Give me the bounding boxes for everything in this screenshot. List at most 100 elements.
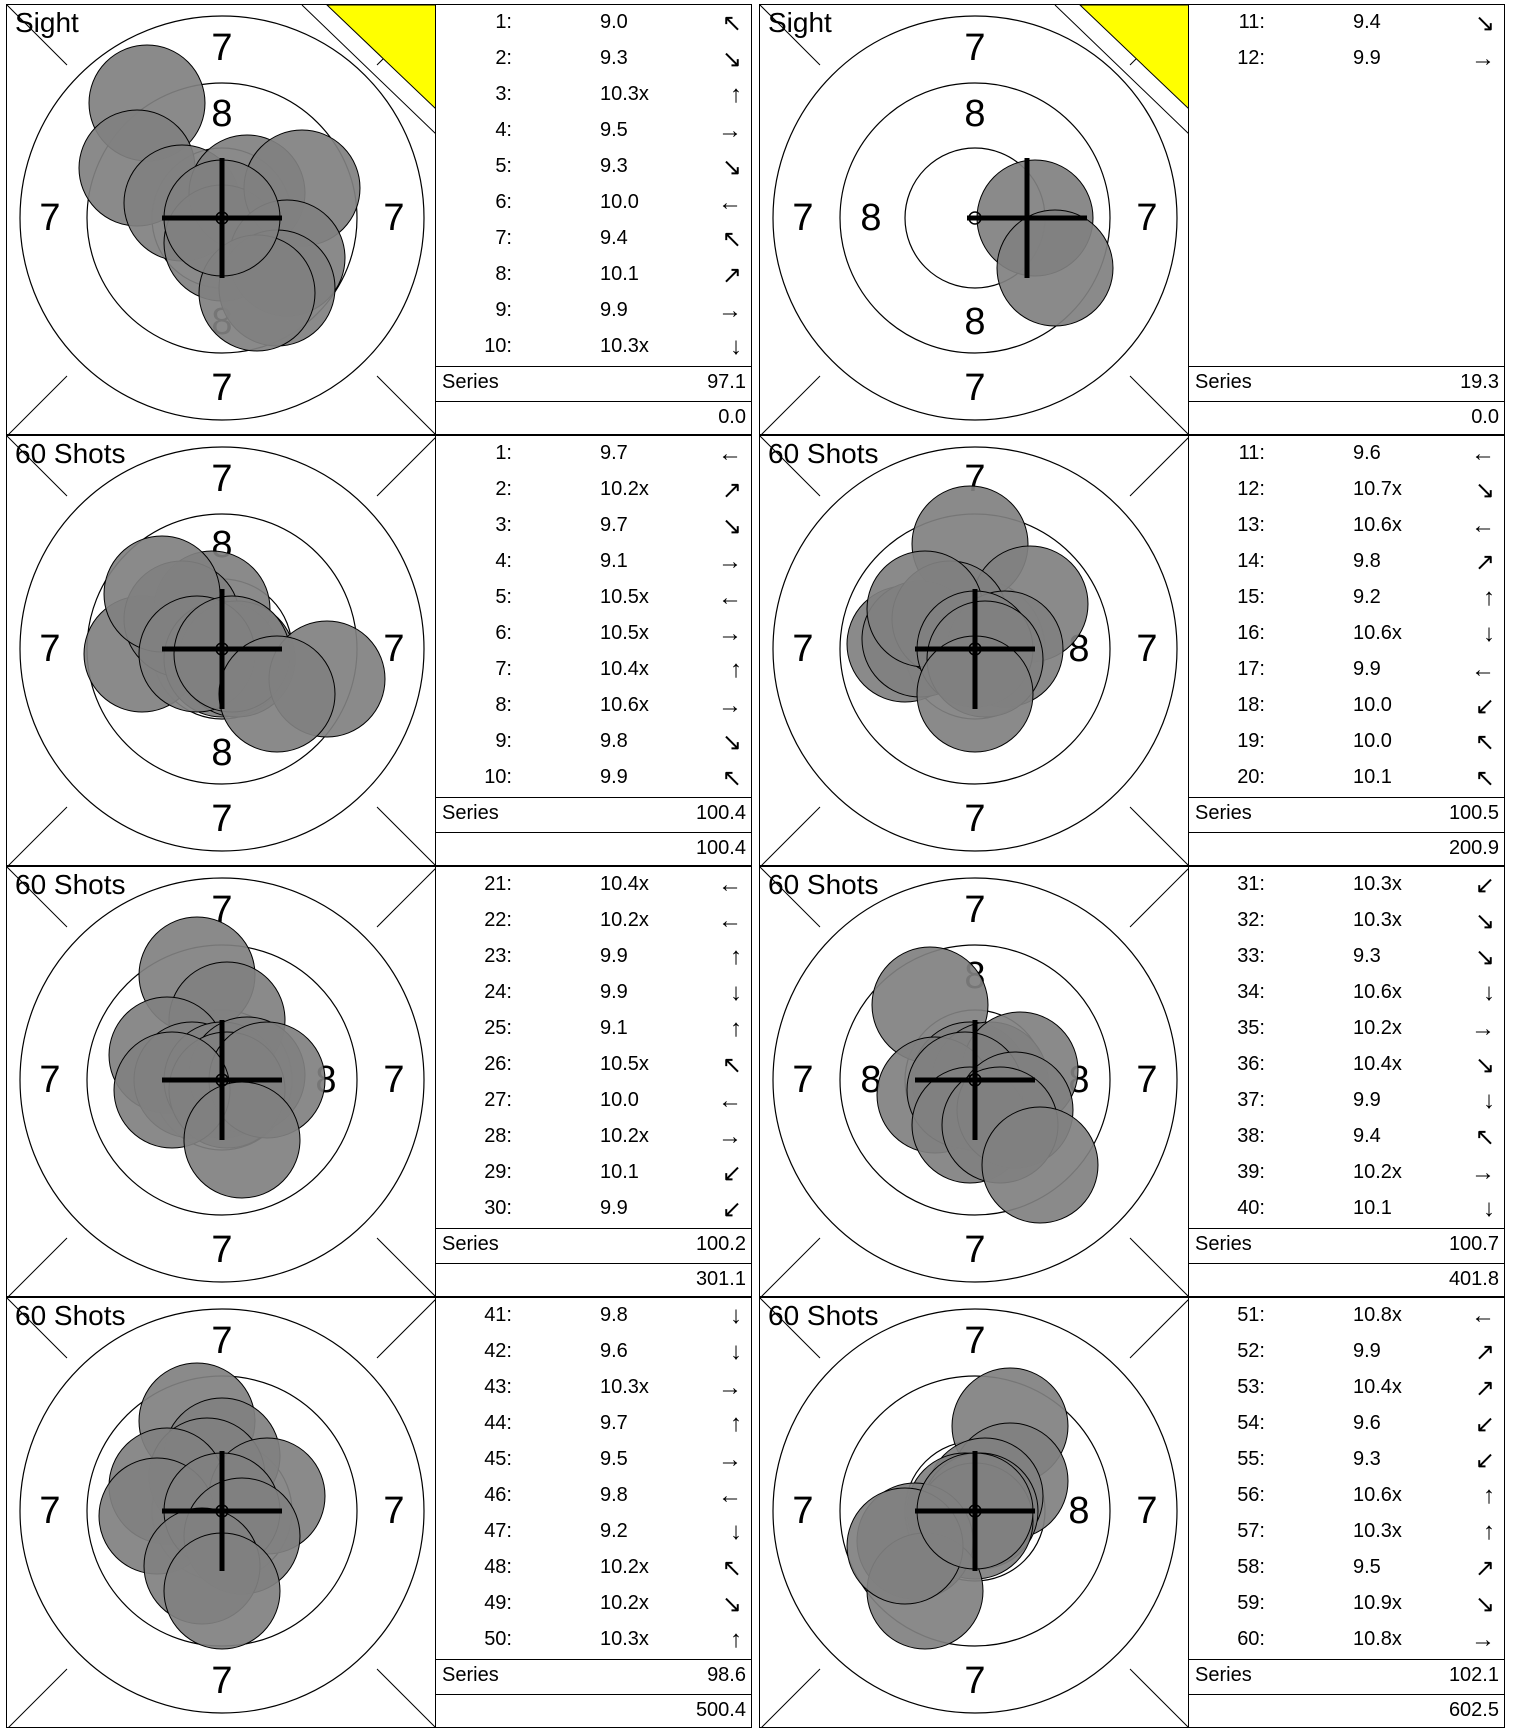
ring-number: 7	[39, 197, 60, 239]
ring-number: 7	[964, 1229, 985, 1271]
shot-number: 27:	[484, 1089, 512, 1111]
shot-value: 9.8	[600, 1304, 628, 1326]
shot-row: 3: 9.7 ↘	[436, 508, 752, 544]
series-label: Series	[442, 371, 499, 393]
shot-row: 8: 10.6x →	[436, 688, 752, 724]
shot-row: 13: 10.6x ←	[1189, 508, 1505, 544]
series-row: Series 100.4	[436, 798, 752, 832]
result-panel: 7 8 7 8 7 8 7 Sight 11: 9.4 ↘ 12: 9.9 → Series 19.3 0.0	[753, 4, 1505, 435]
target-view: 7 7 7 8 7 60 Shots	[759, 435, 1189, 866]
shot-number: 1:	[495, 442, 512, 464]
series-label: Series	[1195, 1664, 1252, 1686]
running-total: 500.4	[695, 1699, 746, 1721]
shot-number: 12:	[1237, 478, 1265, 500]
shot-direction-icon: ↖	[1474, 729, 1495, 756]
shot-number: 45:	[484, 1448, 512, 1470]
shot-value: 9.9	[1353, 1089, 1381, 1111]
score-list: 51: 10.8x ← 52: 9.9 ↗ 53: 10.4x ↗ 54: 9.6 ↙ 55: 9.3 ↙ 5…	[1189, 1297, 1505, 1728]
running-total: 301.1	[695, 1268, 746, 1290]
shot-value: 10.4x	[600, 873, 649, 895]
shot-number: 16:	[1237, 622, 1265, 644]
shot-value: 9.4	[1353, 1125, 1381, 1147]
shot-direction-icon: ↗	[1474, 1375, 1495, 1402]
shot-value: 10.3x	[600, 335, 649, 357]
series-score: 100.4	[695, 802, 746, 824]
shot-direction-icon: →	[718, 117, 742, 144]
series-label: Series	[442, 1233, 499, 1255]
shot-value: 9.9	[1353, 658, 1381, 680]
shot-row: 22: 10.2x ←	[436, 903, 752, 939]
corner-line	[1129, 806, 1188, 865]
corner-line	[376, 806, 435, 865]
shot-row: 54: 9.6 ↙	[1189, 1406, 1505, 1442]
ring-number: 8	[964, 301, 985, 343]
shot-row: 44: 9.7 ↑	[436, 1406, 752, 1442]
shot-row: 45: 9.5 →	[436, 1442, 752, 1478]
shot-value: 9.9	[600, 945, 628, 967]
ring-number: 7	[1136, 1059, 1157, 1101]
series-row: Series 100.5	[1189, 798, 1505, 832]
ring-number: 8	[964, 93, 985, 135]
shot-direction-icon: ↙	[721, 1160, 742, 1187]
shot-direction-icon: ↖	[721, 1052, 742, 1079]
corner-line	[1129, 1668, 1188, 1727]
target-ring	[839, 1375, 1111, 1647]
shot-row: 40: 10.1 ↓	[1189, 1191, 1505, 1227]
shot-direction-icon: →	[718, 548, 742, 575]
shot-direction-icon: →	[718, 1446, 742, 1473]
shot-number: 20:	[1237, 766, 1265, 788]
shot-row: 9: 9.8 ↘	[436, 724, 752, 760]
shot-value: 10.0	[600, 191, 639, 213]
divider	[436, 1694, 752, 1695]
ring-number: 7	[964, 798, 985, 840]
shot-row: 8: 10.1 ↗	[436, 257, 752, 293]
divider	[1189, 1694, 1505, 1695]
corner-line	[7, 5, 68, 66]
shot-row: 2: 9.3 ↘	[436, 41, 752, 77]
shot-number: 10:	[484, 335, 512, 357]
target-ring	[839, 82, 1111, 354]
shot-direction-icon: ↓	[1483, 979, 1495, 1006]
shot-number: 31:	[1237, 873, 1265, 895]
corner-line	[761, 806, 821, 865]
shot-row: 12: 10.7x ↘	[1189, 472, 1505, 508]
shot-number: 15:	[1237, 586, 1265, 608]
shot-number: 32:	[1237, 909, 1265, 931]
shot-number: 11:	[1238, 11, 1265, 33]
target-ring	[19, 877, 425, 1283]
ring-number: 7	[211, 458, 232, 500]
shot-value: 9.1	[600, 1017, 628, 1039]
ring-number: 7	[1136, 628, 1157, 670]
shot-direction-icon: ↙	[1474, 1447, 1495, 1474]
shot-row: 7: 10.4x ↑	[436, 652, 752, 688]
score-list: 21: 10.4x ← 22: 10.2x ← 23: 9.9 ↑ 24: 9.9 ↓ 25: 9.1 ↑ 2…	[436, 866, 752, 1297]
shot-direction-icon: ↘	[721, 1591, 742, 1618]
ring-number: 7	[211, 798, 232, 840]
shot-direction-icon: ↑	[730, 1410, 742, 1437]
shot-row: 11: 9.6 ←	[1189, 436, 1505, 472]
series-score: 100.2	[695, 1233, 746, 1255]
divider	[1189, 1659, 1505, 1660]
shot-direction-icon: →	[718, 692, 742, 719]
shot-direction-icon: ←	[1471, 656, 1495, 683]
shot-direction-icon: ↘	[721, 46, 742, 73]
shot-value: 9.3	[600, 155, 628, 177]
shot-value: 10.3x	[1353, 909, 1402, 931]
shot-direction-icon: ←	[718, 907, 742, 934]
shot-number: 46:	[484, 1484, 512, 1506]
shot-number: 58:	[1237, 1556, 1265, 1578]
sighter-flag	[1079, 5, 1188, 109]
series-score: 19.3	[1460, 371, 1499, 393]
total-row: 301.1	[436, 1264, 752, 1298]
corner-line	[8, 1668, 68, 1727]
shot-value: 10.4x	[1353, 1376, 1402, 1398]
shot-value: 10.7x	[1353, 478, 1402, 500]
shot-value: 10.2x	[600, 1592, 649, 1614]
shot-direction-icon: ↓	[1483, 1087, 1495, 1114]
shot-row: 7: 9.4 ↖	[436, 221, 752, 257]
shot-value: 9.3	[600, 47, 628, 69]
divider	[1189, 401, 1505, 402]
shot-value: 10.2x	[600, 909, 649, 931]
shot-value: 9.7	[600, 442, 628, 464]
shot-number: 2:	[495, 47, 512, 69]
